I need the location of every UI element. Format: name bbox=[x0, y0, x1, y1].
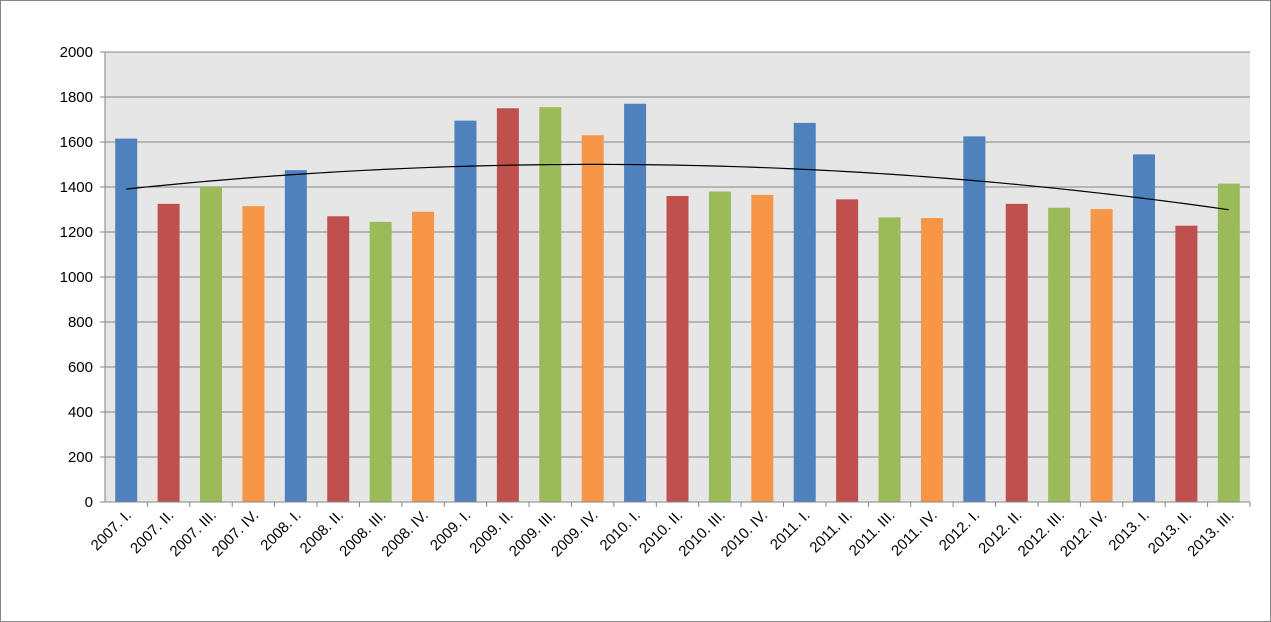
x-tick-label: 2011. IV. bbox=[888, 507, 941, 560]
x-tick-label: 2007. IV. bbox=[209, 507, 263, 561]
bar bbox=[327, 216, 350, 502]
trendline bbox=[126, 163, 1229, 211]
bar bbox=[836, 199, 859, 502]
bar bbox=[920, 218, 943, 503]
bar bbox=[454, 120, 477, 502]
y-tick-label: 1000 bbox=[60, 269, 93, 286]
bar bbox=[284, 170, 307, 502]
x-tick-label: 2011. I. bbox=[767, 507, 814, 554]
x-tick-label: 2013. III. bbox=[1184, 507, 1237, 560]
bar bbox=[369, 221, 392, 502]
y-tick-label: 400 bbox=[68, 404, 93, 421]
x-tick-label: 2010. IV. bbox=[718, 507, 772, 561]
bar bbox=[496, 108, 519, 502]
x-axis-category-labels: 2007. I.2007. II.2007. III.2007. IV.2008… bbox=[88, 507, 1238, 561]
y-tick-label: 1800 bbox=[60, 89, 93, 106]
x-tick-label: 2011. III. bbox=[846, 507, 899, 560]
bar bbox=[793, 122, 816, 502]
bar bbox=[242, 206, 265, 502]
bar bbox=[1090, 209, 1113, 503]
bar bbox=[157, 203, 180, 502]
bar bbox=[539, 107, 562, 502]
bar bbox=[1132, 154, 1155, 502]
y-tick-label: 600 bbox=[68, 359, 93, 376]
bar bbox=[1217, 183, 1240, 502]
y-axis-tick-labels: 0 200 400 600 800 1000 1200 1400 1600 1800 2000 bbox=[60, 44, 93, 511]
bar bbox=[878, 217, 901, 502]
y-tick-label: 1400 bbox=[60, 179, 93, 196]
bar bbox=[581, 135, 604, 502]
y-tick-label: 800 bbox=[68, 314, 93, 331]
x-tick-label: 2009. IV. bbox=[548, 507, 602, 561]
trendline-group bbox=[126, 163, 1229, 211]
axes bbox=[104, 52, 1250, 503]
bar bbox=[115, 138, 138, 502]
bar bbox=[624, 103, 647, 502]
bar bbox=[963, 136, 986, 502]
bar bbox=[1048, 207, 1071, 502]
x-tick-label: 2008. IV. bbox=[378, 507, 432, 561]
bar bbox=[200, 187, 223, 502]
y-tick-label: 200 bbox=[68, 449, 93, 466]
bar bbox=[1005, 203, 1028, 502]
y-tick-label: 1200 bbox=[60, 224, 93, 241]
bar bbox=[708, 191, 731, 502]
bar bbox=[751, 194, 774, 502]
y-tick-label: 2000 bbox=[60, 44, 93, 61]
y-tick-label: 0 bbox=[85, 494, 93, 511]
bar bbox=[412, 211, 435, 502]
bar bbox=[666, 196, 689, 502]
y-tick-label: 1600 bbox=[60, 134, 93, 151]
bars bbox=[115, 103, 1240, 503]
x-tick-label: 2012. IV. bbox=[1057, 507, 1111, 561]
bar bbox=[1175, 225, 1198, 502]
